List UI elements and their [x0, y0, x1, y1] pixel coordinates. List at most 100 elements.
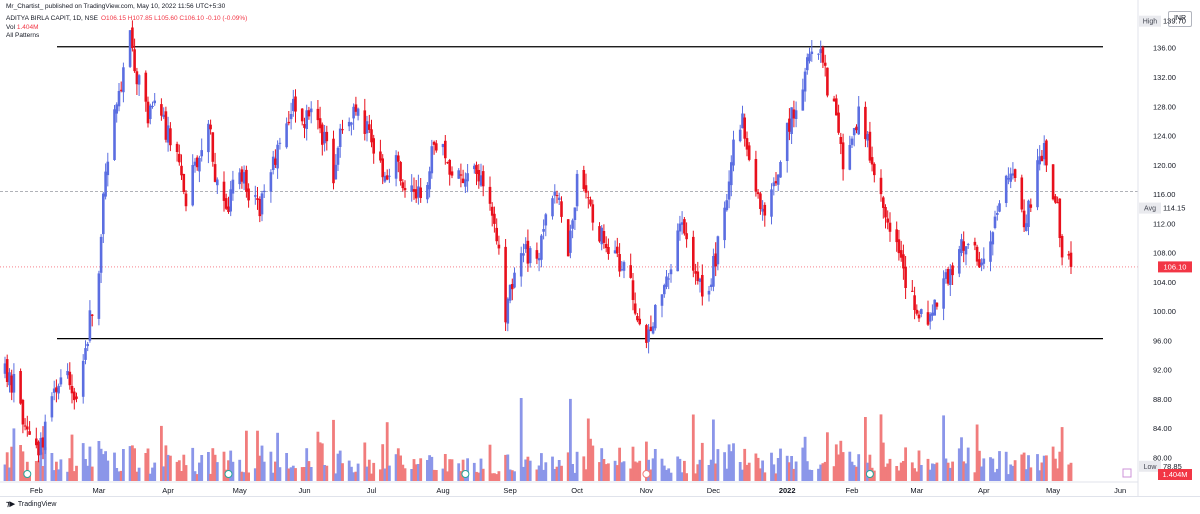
x-tick-label: May [233, 486, 247, 495]
candle-body [837, 112, 840, 133]
volume-bar [902, 461, 905, 481]
volume-bar [410, 469, 414, 481]
candle-body [575, 173, 579, 207]
candle-body [584, 185, 588, 193]
volume-bar [528, 460, 532, 481]
candle-body [817, 53, 820, 55]
candle-body [441, 144, 445, 148]
candle-body [385, 175, 389, 180]
volume-bar [1060, 427, 1064, 481]
candle-body [99, 236, 103, 273]
volume-bar [10, 446, 14, 481]
volume-bar [864, 417, 867, 481]
volume-bar [164, 445, 168, 481]
volume-bar [175, 461, 179, 481]
patterns-legend[interactable]: All Patterns [6, 32, 40, 39]
candle-body [683, 219, 686, 234]
volume-bar [75, 465, 78, 481]
volume-bar [37, 460, 40, 481]
candle-body [274, 158, 277, 165]
volume-bar [450, 459, 454, 481]
candle-body [43, 421, 47, 451]
candle-body [709, 284, 713, 287]
price-chart[interactable]: 80.00 84.00 88.00 92.00 96.00 100.00 104.00 108… [0, 0, 1200, 496]
volume-bar [995, 468, 999, 481]
candle-body [488, 186, 492, 204]
candle-body [723, 207, 726, 241]
candle-body [450, 171, 454, 176]
volume-bar [665, 469, 668, 481]
candle-body [1067, 254, 1071, 256]
volume-bar [122, 449, 125, 481]
candle-body [663, 285, 666, 295]
volume-bar [271, 472, 275, 481]
volume-bar [763, 472, 767, 481]
y-tick-label: 100.00 [1153, 307, 1176, 316]
tradingview-logo[interactable]: ⁊▶ TradingView [6, 500, 56, 508]
volume-bar [645, 441, 648, 481]
volume-bar [434, 470, 438, 481]
volume-bar [274, 461, 277, 481]
volume-bar [383, 468, 387, 481]
footer-bar: ⁊▶ TradingView [0, 496, 1200, 514]
volume-bar [966, 447, 970, 481]
candle-body [426, 185, 429, 200]
candle-body [935, 302, 939, 307]
candle-body [933, 299, 936, 316]
volume-bar [86, 465, 90, 481]
volume-bar [198, 462, 201, 481]
candle-body [973, 241, 977, 246]
volume-bar [177, 460, 181, 481]
volume-bar [222, 451, 226, 481]
candle-body [338, 128, 342, 147]
candle-body [980, 262, 983, 266]
candle-body [289, 114, 293, 120]
candle-body [604, 243, 608, 249]
candle-body [560, 201, 563, 217]
candle-body [481, 171, 485, 187]
candle-body [8, 372, 11, 386]
candle-body [325, 131, 329, 142]
volume-bar [191, 447, 195, 481]
candle-body [832, 98, 836, 102]
volume-bar [57, 469, 60, 481]
volume-bar [490, 473, 494, 481]
currency-label[interactable]: INR [1168, 11, 1192, 27]
volume-bar [991, 458, 995, 481]
volume-value: 1.404M [16, 24, 39, 31]
candle-body [810, 51, 814, 54]
candle-body [727, 181, 731, 200]
volume-bar [591, 445, 595, 481]
marker-value: 78.85 [1163, 462, 1182, 471]
candle-body [448, 160, 451, 175]
volume-bar [213, 454, 217, 481]
candle-body [258, 199, 262, 217]
volume-bar [1020, 454, 1024, 481]
volume-bar [855, 466, 858, 481]
y-tick-label: 96.00 [1153, 336, 1172, 345]
candle-body [759, 193, 762, 209]
volume-bar [557, 460, 561, 481]
candle-body [195, 157, 199, 168]
candle-body [350, 122, 353, 125]
volume-bar [52, 470, 56, 481]
candle-body [200, 150, 203, 157]
candle-body [616, 246, 619, 254]
candle-body [457, 170, 460, 179]
candle-body [1009, 173, 1012, 182]
candle-body [801, 89, 805, 111]
volume-bar [700, 442, 704, 481]
candle-body [35, 438, 38, 446]
volume-bar [289, 467, 293, 481]
volume-bar [895, 466, 899, 481]
x-tick-label: Mar [910, 486, 923, 495]
candle-body [231, 179, 235, 194]
candle-body [761, 208, 764, 212]
candle-body [184, 193, 188, 207]
candle-body [732, 139, 735, 166]
candle-body [399, 162, 402, 182]
price-markers: High 139.70 Avg 114.15 Low 78.85 106.10 1.404M [1139, 15, 1192, 480]
volume-bar [834, 444, 838, 481]
earnings-icon [224, 470, 233, 478]
volume-bar [318, 442, 322, 481]
